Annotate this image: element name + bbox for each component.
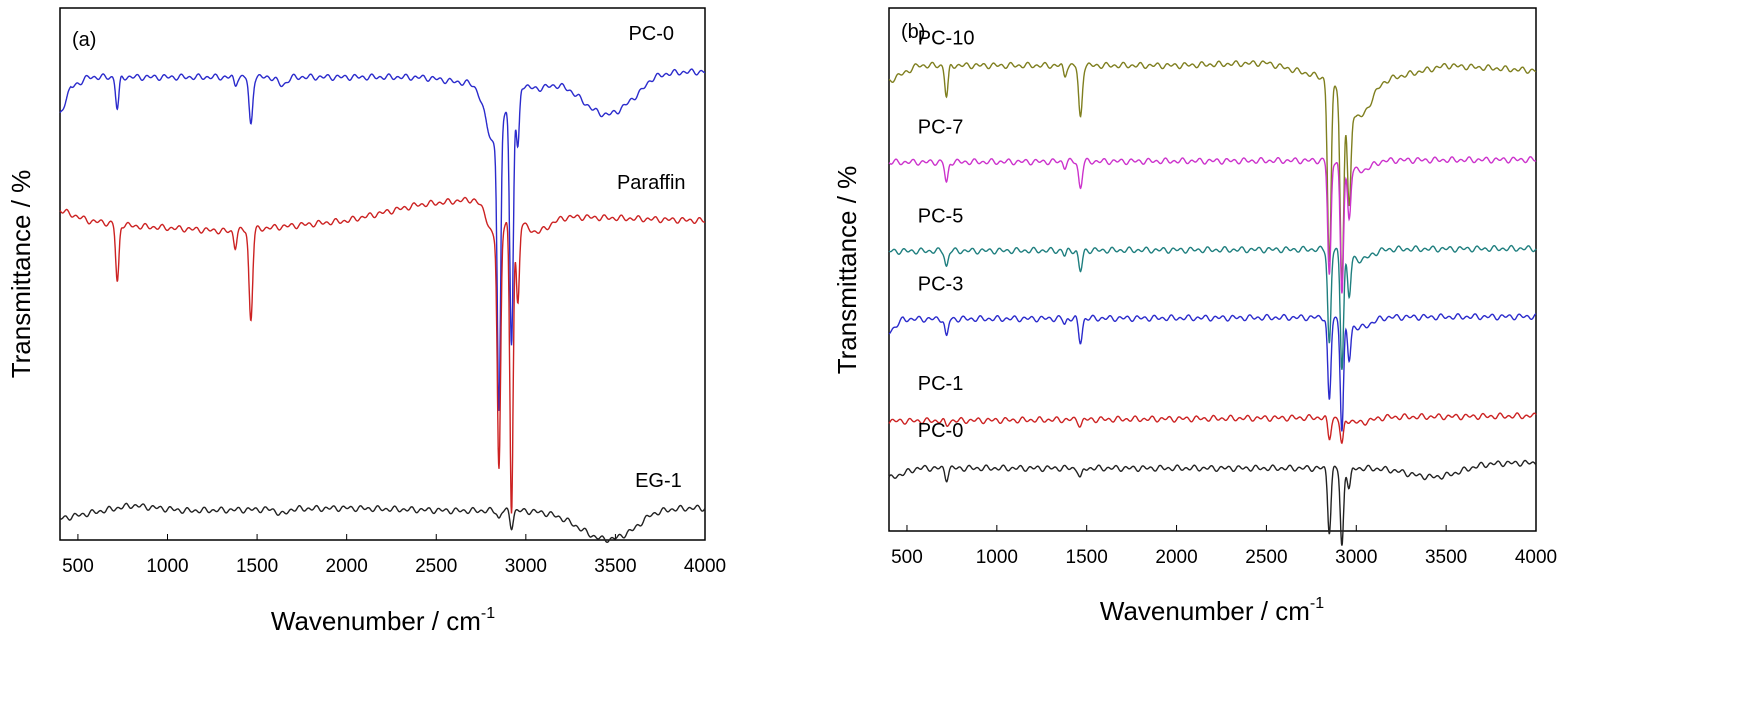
- panel-a-xtick-label: 1500: [236, 556, 278, 577]
- panel-b-xtick-label: 1000: [976, 547, 1018, 568]
- panel-a-ticks: 500 1000 1500 2000 2500 3000 3500 4000: [62, 534, 726, 577]
- panel-b-xtick-label: 3500: [1425, 547, 1467, 568]
- panel-a-series-line: [59, 502, 706, 544]
- panel-a-lines: [59, 68, 706, 544]
- panel-b-series-label: PC-0: [918, 420, 964, 442]
- panel-a-xtick-label: 1000: [146, 556, 188, 577]
- panel-b-series-label: PC-7: [918, 117, 964, 139]
- panel-b-ticks: 500 1000 1500 2000 2500 3000 3500 4000: [891, 525, 1557, 568]
- panel-b-series-label: PC-3: [918, 273, 964, 295]
- panel-b-series-line: [888, 459, 1537, 546]
- panel-a-series-labels: PC-0 Paraffin EG-1: [617, 23, 686, 492]
- panel-a-series-line: [59, 196, 706, 514]
- panel-b-series-labels: PC-10 PC-7 PC-5 PC-3 PC-1 PC-0: [918, 28, 975, 442]
- panel-b-xtick-label: 3000: [1335, 547, 1377, 568]
- panel-a-xtick-label: 2500: [415, 556, 457, 577]
- panel-a-xtick-label: 3000: [505, 556, 547, 577]
- panel-a-xtick-label: 2000: [326, 556, 368, 577]
- panel-b-series-line: [888, 244, 1537, 370]
- panel-b-xtick-label: 4000: [1515, 547, 1557, 568]
- panel-b-xlabel-main: Wavenumber / cm: [1100, 596, 1310, 626]
- panel-a: (a) Transmittance / % Wavenumber / cm-1 …: [6, 7, 726, 636]
- panel-b-frame: [888, 7, 1537, 532]
- panel-b-lines: [888, 60, 1537, 546]
- panel-a-xtick-label: 4000: [684, 556, 726, 577]
- panel-a-xtick-label: 500: [62, 556, 94, 577]
- panel-b-xtick-label: 2500: [1245, 547, 1287, 568]
- panel-a-xlabel-main: Wavenumber / cm: [271, 606, 481, 636]
- panel-b-xlabel-sup: -1: [1310, 595, 1324, 612]
- panel-a-label: (a): [72, 29, 96, 51]
- panel-a-series-label: EG-1: [635, 470, 682, 492]
- panel-b-xlabel: Wavenumber / cm-1: [1100, 595, 1324, 626]
- panel-b: (b) Transmittance / % Wavenumber / cm-1 …: [832, 7, 1557, 626]
- panel-a-xlabel-sup: -1: [481, 605, 495, 622]
- panel-a-series-label: Paraffin: [617, 172, 686, 194]
- panel-a-series-label: PC-0: [628, 23, 674, 45]
- panel-b-series-line: [888, 60, 1537, 284]
- panel-a-ylabel: Transmittance / %: [6, 170, 36, 379]
- panel-a-series-line: [59, 68, 706, 411]
- panel-b-xtick-label: 500: [891, 547, 923, 568]
- panel-a-xtick-label: 3500: [594, 556, 636, 577]
- panel-b-series-line: [888, 313, 1537, 432]
- panel-b-series-label: PC-10: [918, 28, 975, 50]
- panel-b-series-line: [888, 412, 1537, 445]
- panel-a-xlabel: Wavenumber / cm-1: [271, 605, 495, 636]
- panel-b-label: (b): [901, 21, 925, 43]
- panel-b-series-label: PC-5: [918, 205, 964, 227]
- panel-b-xtick-label: 1500: [1066, 547, 1108, 568]
- panel-b-series-line: [888, 156, 1537, 294]
- panel-b-series-label: PC-1: [918, 373, 964, 395]
- panel-a-frame: [59, 7, 706, 541]
- panel-b-ylabel: Transmittance / %: [832, 166, 862, 375]
- panel-b-xtick-label: 2000: [1155, 547, 1197, 568]
